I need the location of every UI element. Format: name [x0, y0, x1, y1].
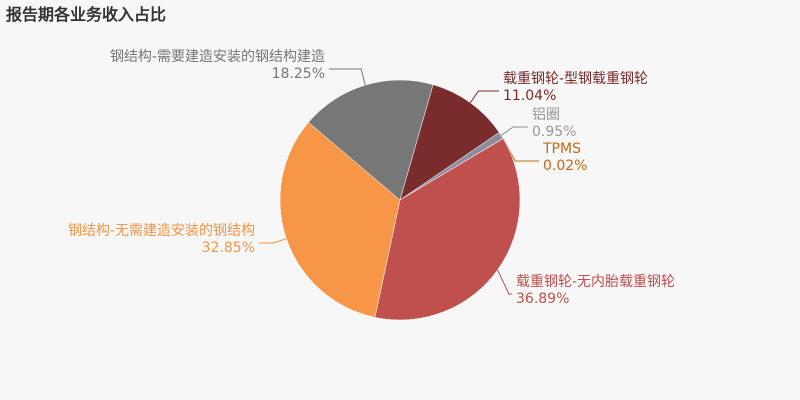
leader-line: [500, 126, 528, 136]
value-label: 18.25%: [272, 66, 325, 82]
leader-line: [469, 90, 499, 104]
pie-slice: [279, 122, 401, 318]
value-label: 11.04%: [503, 88, 556, 104]
slice-label: 钢结构-需要建造安装的钢结构建造: [110, 49, 325, 65]
slice-label: TPMS: [542, 141, 581, 157]
chart-title: 报告期各业务收入占比: [6, 5, 166, 24]
value-label: 0.02%: [543, 158, 587, 174]
value-label: 0.95%: [532, 124, 576, 140]
leader-line: [497, 269, 512, 295]
value-label: 36.89%: [516, 291, 569, 307]
slice-label: 载重钢轮-无内胎载重钢轮: [516, 274, 675, 290]
slice-label: 钢结构-无需建造安装的钢结构: [68, 223, 255, 239]
slice-label: 载重钢轮-型钢载重钢轮: [503, 71, 648, 87]
leader-line: [259, 238, 287, 244]
pie-slice: [374, 138, 521, 321]
slice-label: 铝圈: [532, 107, 560, 123]
leader-line: [329, 68, 366, 86]
pie-slice: [308, 79, 434, 201]
value-label: 32.85%: [202, 240, 255, 256]
